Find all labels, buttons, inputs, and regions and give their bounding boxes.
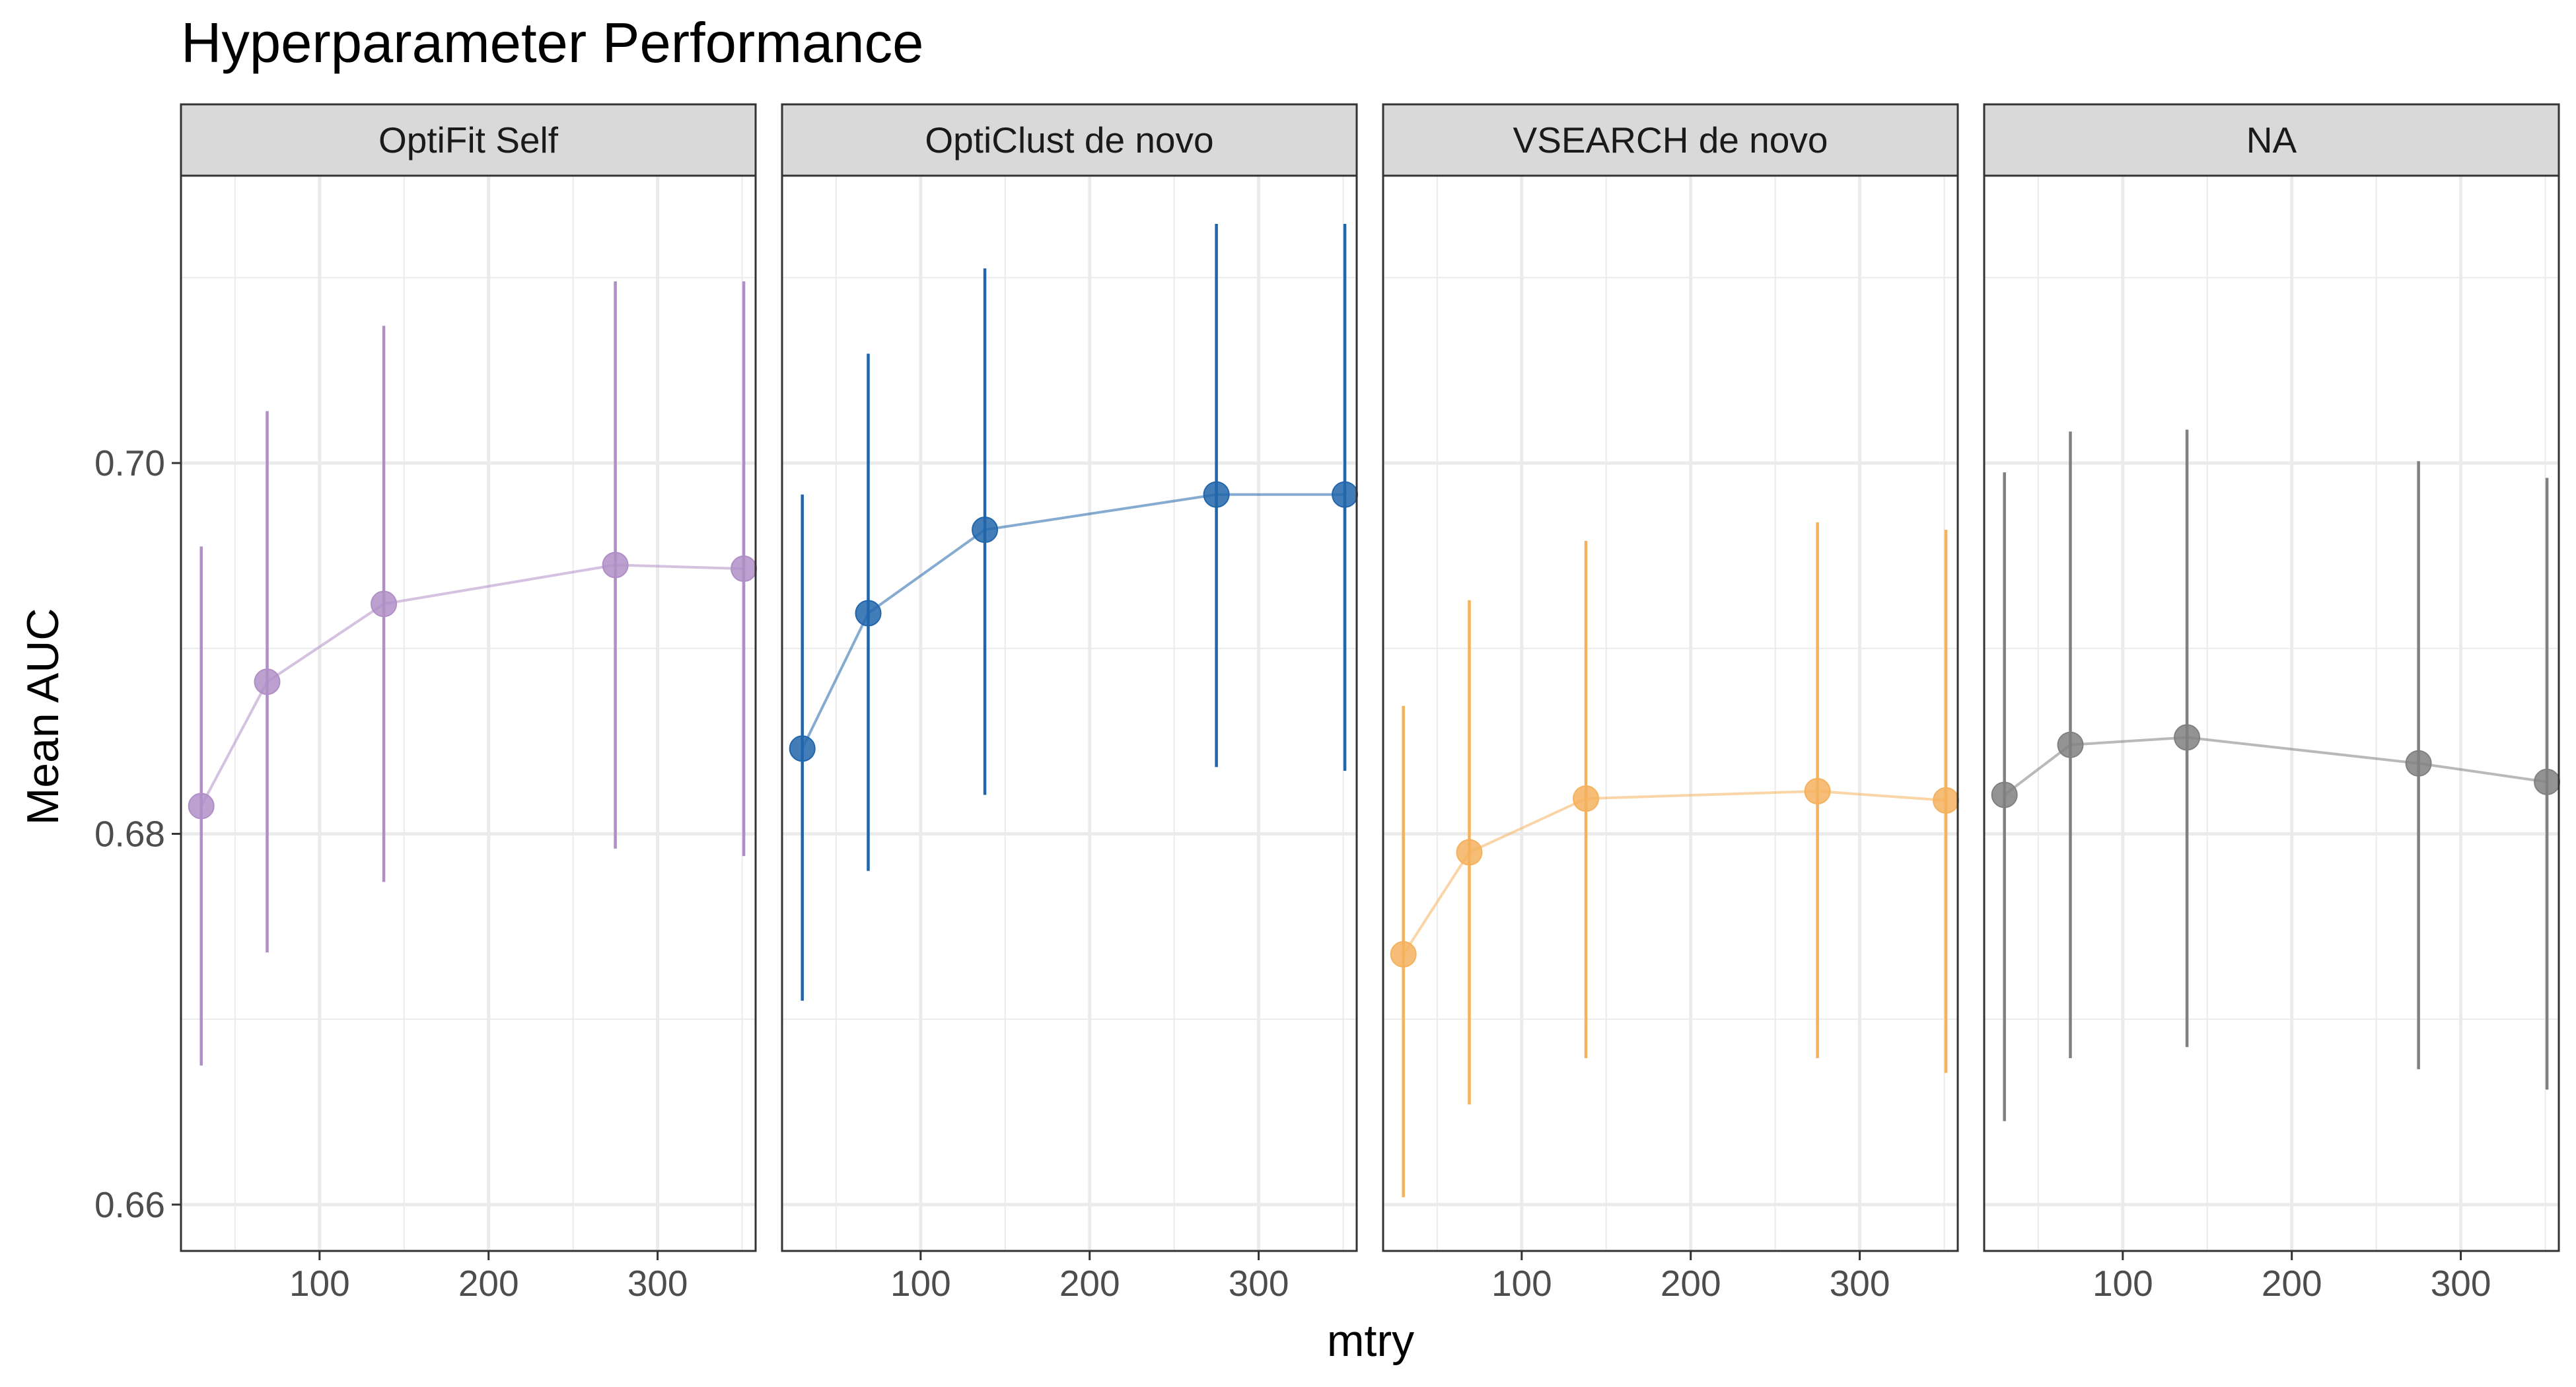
panel-background [1984, 176, 2559, 1251]
data-point [2057, 731, 2084, 758]
x-tick-label: 200 [458, 1263, 519, 1304]
data-point [602, 551, 629, 579]
facet-strip-label: NA [2246, 120, 2297, 160]
data-point [1390, 941, 1417, 968]
y-tick-label: 0.66 [94, 1184, 165, 1225]
x-tick-label: 200 [2262, 1263, 2322, 1304]
panel-background [181, 176, 756, 1251]
x-tick-label: 200 [1661, 1263, 1721, 1304]
data-point [1933, 787, 1960, 814]
x-tick-label: 300 [1229, 1263, 1289, 1304]
panel-background [782, 176, 1357, 1251]
facet-panel: OptiClust de novo 100 200 300 [781, 103, 1359, 1304]
x-tick-label: 300 [627, 1263, 688, 1304]
facet-strip [1382, 103, 1959, 177]
x-tick-label: 300 [2431, 1263, 2491, 1304]
panel-border [1382, 174, 1959, 1252]
x-axis-title: mtry [1327, 1316, 1414, 1366]
x-tick-label: 100 [1491, 1263, 1552, 1304]
y-axis-title: Mean AUC [18, 608, 68, 826]
panel-border [1983, 174, 2560, 1252]
data-point [188, 793, 215, 820]
data-point [2534, 768, 2561, 795]
data-point [1332, 481, 1359, 508]
facet-panel: NA 100 200 300 [1983, 103, 2561, 1304]
facet-strip-label: OptiFit Self [378, 120, 559, 160]
x-tick-label: 200 [1059, 1263, 1120, 1304]
data-point [1573, 785, 1600, 812]
panel-background [1383, 176, 1958, 1251]
facet-strip [1983, 103, 2560, 177]
x-tick-label: 100 [2093, 1263, 2153, 1304]
chart-title: Hyperparameter Performance [181, 12, 923, 75]
facet-panel: OptiFit Self 100 200 300 [180, 103, 758, 1304]
y-tick-label: 0.68 [94, 813, 165, 854]
data-point [1804, 777, 1831, 804]
panel-border [781, 174, 1358, 1252]
data-point [1991, 781, 2018, 808]
data-point [731, 555, 758, 583]
y-axis: 0.66 0.68 0.70 [94, 443, 181, 1225]
x-tick-label: 100 [890, 1263, 951, 1304]
data-point [371, 590, 398, 618]
data-point [254, 668, 281, 695]
facet-strip [180, 103, 757, 177]
y-tick-label: 0.70 [94, 443, 165, 483]
data-point [2174, 724, 2201, 751]
data-point [855, 600, 882, 627]
data-point [1203, 481, 1230, 508]
facet-strip [781, 103, 1358, 177]
facet-panel: VSEARCH de novo 100 200 300 [1382, 103, 1960, 1304]
facet-panels: OptiFit Self 100 200 300 OptiClust de novo 10… [94, 103, 2561, 1304]
facet-strip-label: OptiClust de novo [925, 120, 1213, 160]
data-point [789, 735, 816, 762]
x-tick-label: 300 [1830, 1263, 1890, 1304]
data-point [1456, 839, 1483, 866]
x-tick-label: 100 [289, 1263, 350, 1304]
data-point [972, 516, 999, 544]
panel-border [180, 174, 757, 1252]
facet-strip-label: VSEARCH de novo [1513, 120, 1828, 160]
data-point [2405, 750, 2432, 777]
